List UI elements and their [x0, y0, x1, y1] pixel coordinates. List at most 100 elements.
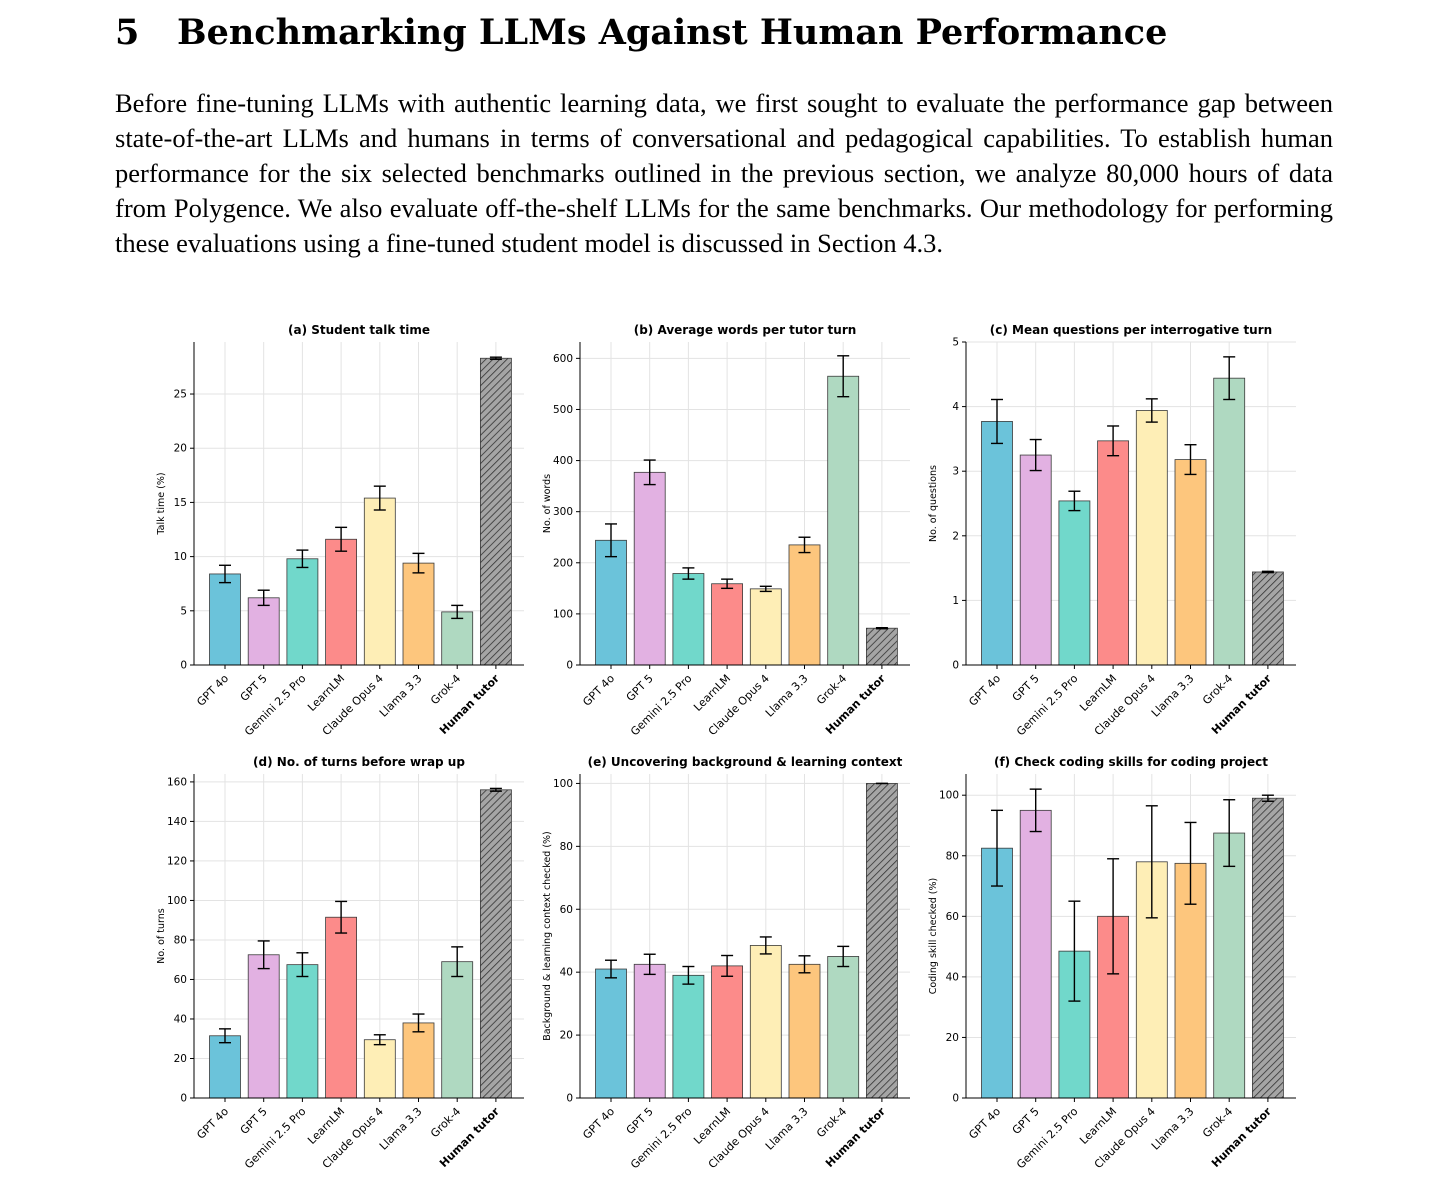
y-tick-label: 80: [174, 934, 187, 946]
bar: [866, 783, 898, 1099]
y-axis-label: No. of words: [542, 474, 553, 533]
x-tick-label: Llama 3.3: [377, 672, 425, 720]
y-tick-label: 0: [180, 1093, 187, 1105]
bar: [209, 573, 241, 666]
x-tick-label: Llama 3.3: [377, 1105, 425, 1153]
bar: [1252, 571, 1284, 666]
chart-title: (b) Average words per tutor turn: [634, 323, 857, 337]
bar: [1019, 454, 1052, 666]
y-tick-label: 20: [946, 1032, 959, 1044]
chart-title: (e) Uncovering background & learning con…: [588, 755, 903, 769]
y-tick-label: 40: [560, 967, 573, 979]
bar: [247, 597, 280, 666]
section-paragraph: Before fine-tuning LLMs with authentic l…: [115, 88, 1333, 258]
bar: [749, 588, 782, 666]
y-tick-label: 300: [553, 506, 573, 518]
y-tick-label: 500: [553, 404, 573, 416]
y-tick-label: 200: [553, 557, 573, 569]
y-axis-label: Coding skill checked (%): [928, 878, 939, 994]
x-tick-label: GPT 4o: [580, 672, 617, 709]
x-tick-label: Llama 3.3: [1149, 672, 1197, 720]
bar: [1135, 410, 1168, 666]
y-tick-label: 60: [946, 911, 959, 923]
bar: [325, 538, 358, 666]
y-tick-label: 20: [174, 443, 187, 455]
x-tick-label: Grok-4: [428, 672, 463, 707]
y-tick-label: 15: [174, 497, 187, 509]
y-tick-label: 3: [952, 466, 959, 478]
y-tick-label: 400: [553, 455, 573, 467]
chart-title: (c) Mean questions per interrogative tur…: [990, 323, 1272, 337]
y-tick-label: 0: [566, 1093, 573, 1105]
x-tick-label: GPT 5: [1010, 1105, 1042, 1137]
x-tick-label: GPT 5: [1010, 672, 1042, 704]
bar: [866, 627, 898, 666]
bar: [633, 471, 666, 666]
x-tick-label: Grok-4: [1200, 1105, 1235, 1140]
bar: [363, 1039, 396, 1099]
y-tick-label: 0: [952, 660, 959, 672]
bar: [981, 421, 1013, 666]
section-number: 5: [115, 12, 140, 53]
bar: [441, 611, 474, 666]
bar: [749, 945, 782, 1099]
x-tick-label: GPT 4o: [580, 1105, 617, 1142]
y-tick-label: 80: [560, 841, 573, 853]
section-title: Benchmarking LLMs Against Human Performa…: [177, 12, 1168, 53]
bar: [827, 956, 860, 1099]
x-tick-label: Grok-4: [1200, 672, 1235, 707]
x-tick-label: GPT 4o: [966, 672, 1003, 709]
y-tick-label: 5: [180, 605, 187, 617]
bar: [286, 558, 319, 666]
y-axis-label: No. of turns: [156, 908, 167, 963]
bar: [325, 916, 358, 1099]
y-tick-label: 140: [167, 816, 187, 828]
y-tick-label: 600: [553, 353, 573, 365]
bar: [595, 539, 627, 666]
y-tick-label: 120: [167, 855, 187, 867]
bar: [286, 964, 319, 1099]
bar: [672, 573, 705, 666]
bar: [711, 965, 743, 1099]
bar: [402, 1022, 435, 1099]
chart-title: (d) No. of turns before wrap up: [253, 755, 465, 769]
y-tick-label: 2: [952, 530, 959, 542]
y-axis-label: Background & learning context checked (%…: [542, 831, 553, 1041]
y-tick-label: 100: [553, 608, 573, 620]
bar: [1213, 832, 1246, 1099]
bar: [788, 963, 821, 1099]
y-tick-label: 100: [553, 778, 573, 790]
y-tick-label: 100: [167, 895, 187, 907]
bar: [247, 954, 280, 1099]
y-tick-label: 40: [946, 971, 959, 983]
y-axis-label: Talk time (%): [156, 472, 167, 535]
bar: [1058, 500, 1091, 666]
bar: [788, 544, 821, 666]
y-tick-label: 60: [174, 974, 187, 986]
bar: [1252, 797, 1284, 1099]
section-heading: 5 Benchmarking LLMs Against Human Perform…: [115, 12, 1167, 53]
chart-title: (f) Check coding skills for coding proje…: [994, 755, 1268, 769]
y-axis-label: No. of questions: [928, 465, 939, 542]
y-tick-label: 0: [180, 660, 187, 672]
y-tick-label: 100: [939, 790, 959, 802]
bar: [633, 963, 666, 1099]
y-tick-label: 160: [167, 776, 187, 788]
bar: [827, 375, 860, 666]
y-tick-label: 0: [952, 1093, 959, 1105]
y-tick-label: 1: [952, 595, 959, 607]
y-tick-label: 60: [560, 904, 573, 916]
y-tick-label: 25: [174, 389, 187, 401]
x-tick-label: Grok-4: [814, 1105, 849, 1140]
bar: [1019, 809, 1052, 1099]
bar: [441, 961, 474, 1099]
bar: [1097, 440, 1129, 666]
x-tick-label: Grok-4: [428, 1105, 463, 1140]
x-tick-label: Grok-4: [814, 672, 849, 707]
bar: [479, 789, 512, 1099]
